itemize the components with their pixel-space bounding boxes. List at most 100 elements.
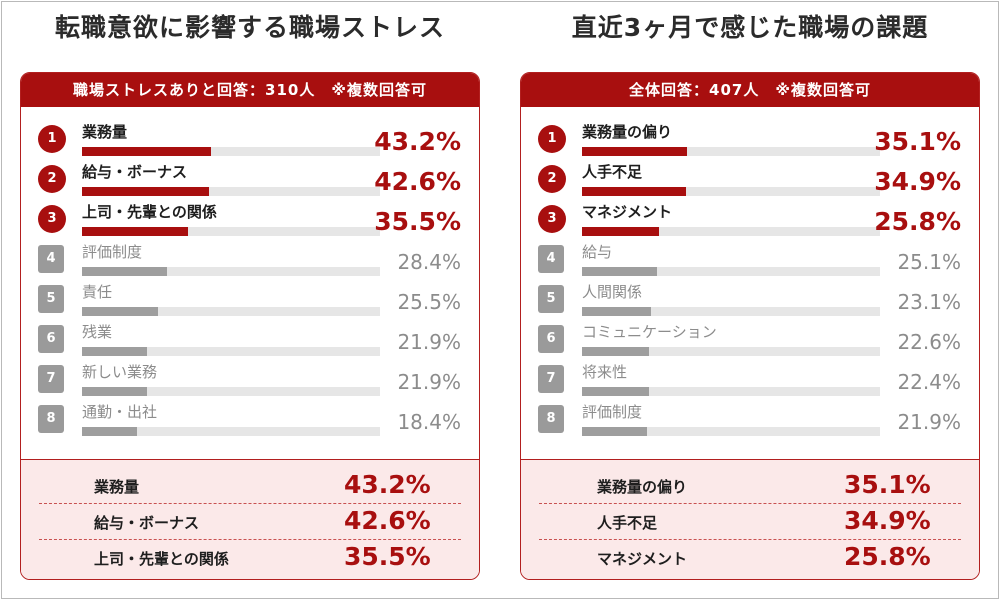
category-label: 給与・ボーナス xyxy=(82,163,188,181)
value-label: 42.6% xyxy=(374,167,461,196)
rank-row: 4 評価制度 28.4% xyxy=(21,241,479,281)
bar xyxy=(82,187,209,196)
rank-badge: 8 xyxy=(538,405,564,433)
rank-badge: 3 xyxy=(538,205,566,233)
bar-track xyxy=(582,387,880,396)
left-panel: 転職意欲に影響する職場ストレス 職場ストレスありと回答：310人 ※複数回答可 … xyxy=(20,0,480,600)
summary-box: 業務量の偏り 35.1% 人手不足 34.9% マネジメント 25.8% xyxy=(521,459,979,579)
summary-row: 給与・ボーナス 42.6% xyxy=(39,504,461,540)
rank-badge: 6 xyxy=(38,325,64,353)
card-header: 全体回答：407人 ※複数回答可 xyxy=(521,73,979,107)
category-label: 通勤・出社 xyxy=(82,403,158,421)
bar xyxy=(582,427,647,436)
value-label: 35.1% xyxy=(874,127,961,156)
category-label: コミュニケーション xyxy=(582,323,717,341)
summary-value: 35.1% xyxy=(844,470,931,499)
ranking-card: 職場ストレスありと回答：310人 ※複数回答可 1 業務量 43.2% 2 給与・ボーナ… xyxy=(20,72,480,580)
summary-label: 給与・ボーナス xyxy=(94,514,200,532)
rank-badge: 6 xyxy=(538,325,564,353)
summary-value: 35.5% xyxy=(344,542,431,571)
bar xyxy=(582,307,651,316)
rank-badge: 2 xyxy=(538,165,566,193)
bar-track xyxy=(82,347,380,356)
bar-track xyxy=(582,427,880,436)
summary-row: 人手不足 34.9% xyxy=(539,504,961,540)
bar-track xyxy=(582,227,880,236)
value-label: 25.5% xyxy=(397,290,461,314)
panel-title: 直近3ヶ月で感じた職場の課題 xyxy=(571,13,929,42)
category-label: 新しい業務 xyxy=(82,363,158,381)
summary-label: 業務量の偏り xyxy=(597,478,688,496)
bar-track xyxy=(82,427,380,436)
rank-badge: 5 xyxy=(38,285,64,313)
bar-track xyxy=(582,307,880,316)
bar-track xyxy=(582,187,880,196)
bar xyxy=(582,227,659,236)
summary-value: 43.2% xyxy=(344,470,431,499)
rank-row: 7 将来性 22.4% xyxy=(521,361,979,401)
category-label: 業務量 xyxy=(82,123,128,141)
rank-row: 8 通勤・出社 18.4% xyxy=(21,401,479,441)
right-panel: 直近3ヶ月で感じた職場の課題 全体回答：407人 ※複数回答可 1 業務量の偏り 3… xyxy=(520,0,980,600)
value-label: 21.9% xyxy=(397,370,461,394)
summary-row: 上司・先輩との関係 35.5% xyxy=(39,540,461,576)
rank-row: 2 人手不足 34.9% xyxy=(521,161,979,201)
bar xyxy=(82,347,147,356)
category-label: マネジメント xyxy=(582,203,673,221)
category-label: 評価制度 xyxy=(582,403,643,421)
value-label: 25.1% xyxy=(897,250,961,274)
bar-track xyxy=(582,147,880,156)
summary-box: 業務量 43.2% 給与・ボーナス 42.6% 上司・先輩との関係 35.5% xyxy=(21,459,479,579)
summary-row: マネジメント 25.8% xyxy=(539,540,961,576)
value-label: 21.9% xyxy=(397,330,461,354)
rank-row: 8 評価制度 21.9% xyxy=(521,401,979,441)
summary-row: 業務量 43.2% xyxy=(39,468,461,504)
summary-value: 25.8% xyxy=(844,542,931,571)
bar xyxy=(82,427,137,436)
rank-row: 1 業務量の偏り 35.1% xyxy=(521,121,979,161)
rank-badge: 4 xyxy=(38,245,64,273)
bar xyxy=(582,147,687,156)
rank-row: 3 マネジメント 25.8% xyxy=(521,201,979,241)
bar xyxy=(582,267,657,276)
summary-label: マネジメント xyxy=(597,550,688,568)
ranking-card: 全体回答：407人 ※複数回答可 1 業務量の偏り 35.1% 2 人手不足 34.9% 3… xyxy=(520,72,980,580)
rank-badge: 7 xyxy=(538,365,564,393)
bar xyxy=(82,227,188,236)
card-header: 職場ストレスありと回答：310人 ※複数回答可 xyxy=(21,73,479,107)
rank-badge: 3 xyxy=(38,205,66,233)
rank-badge: 8 xyxy=(38,405,64,433)
bar xyxy=(582,347,649,356)
value-label: 34.9% xyxy=(874,167,961,196)
value-label: 23.1% xyxy=(897,290,961,314)
rank-badge: 4 xyxy=(538,245,564,273)
category-label: 評価制度 xyxy=(82,243,143,261)
bar xyxy=(82,147,211,156)
summary-value: 34.9% xyxy=(844,506,931,535)
value-label: 25.8% xyxy=(874,207,961,236)
rank-row: 5 責任 25.5% xyxy=(21,281,479,321)
bar xyxy=(82,267,167,276)
rank-badge: 7 xyxy=(38,365,64,393)
bar-track xyxy=(82,187,380,196)
bar-track xyxy=(82,267,380,276)
rank-row: 7 新しい業務 21.9% xyxy=(21,361,479,401)
bar xyxy=(82,387,147,396)
rank-badge: 5 xyxy=(538,285,564,313)
bar-track xyxy=(82,227,380,236)
value-label: 18.4% xyxy=(397,410,461,434)
category-label: 人手不足 xyxy=(582,163,643,181)
bar xyxy=(582,187,686,196)
bar-track xyxy=(82,387,380,396)
summary-label: 上司・先輩との関係 xyxy=(94,550,229,568)
summary-label: 業務量 xyxy=(94,478,140,496)
value-label: 43.2% xyxy=(374,127,461,156)
bar-track xyxy=(582,347,880,356)
rank-row: 3 上司・先輩との関係 35.5% xyxy=(21,201,479,241)
summary-value: 42.6% xyxy=(344,506,431,535)
rank-row: 5 人間関係 23.1% xyxy=(521,281,979,321)
bar xyxy=(582,387,649,396)
summary-row: 業務量の偏り 35.1% xyxy=(539,468,961,504)
value-label: 35.5% xyxy=(374,207,461,236)
